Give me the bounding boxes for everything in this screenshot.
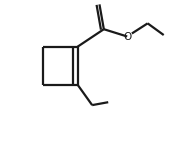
Text: O: O [123,32,131,41]
